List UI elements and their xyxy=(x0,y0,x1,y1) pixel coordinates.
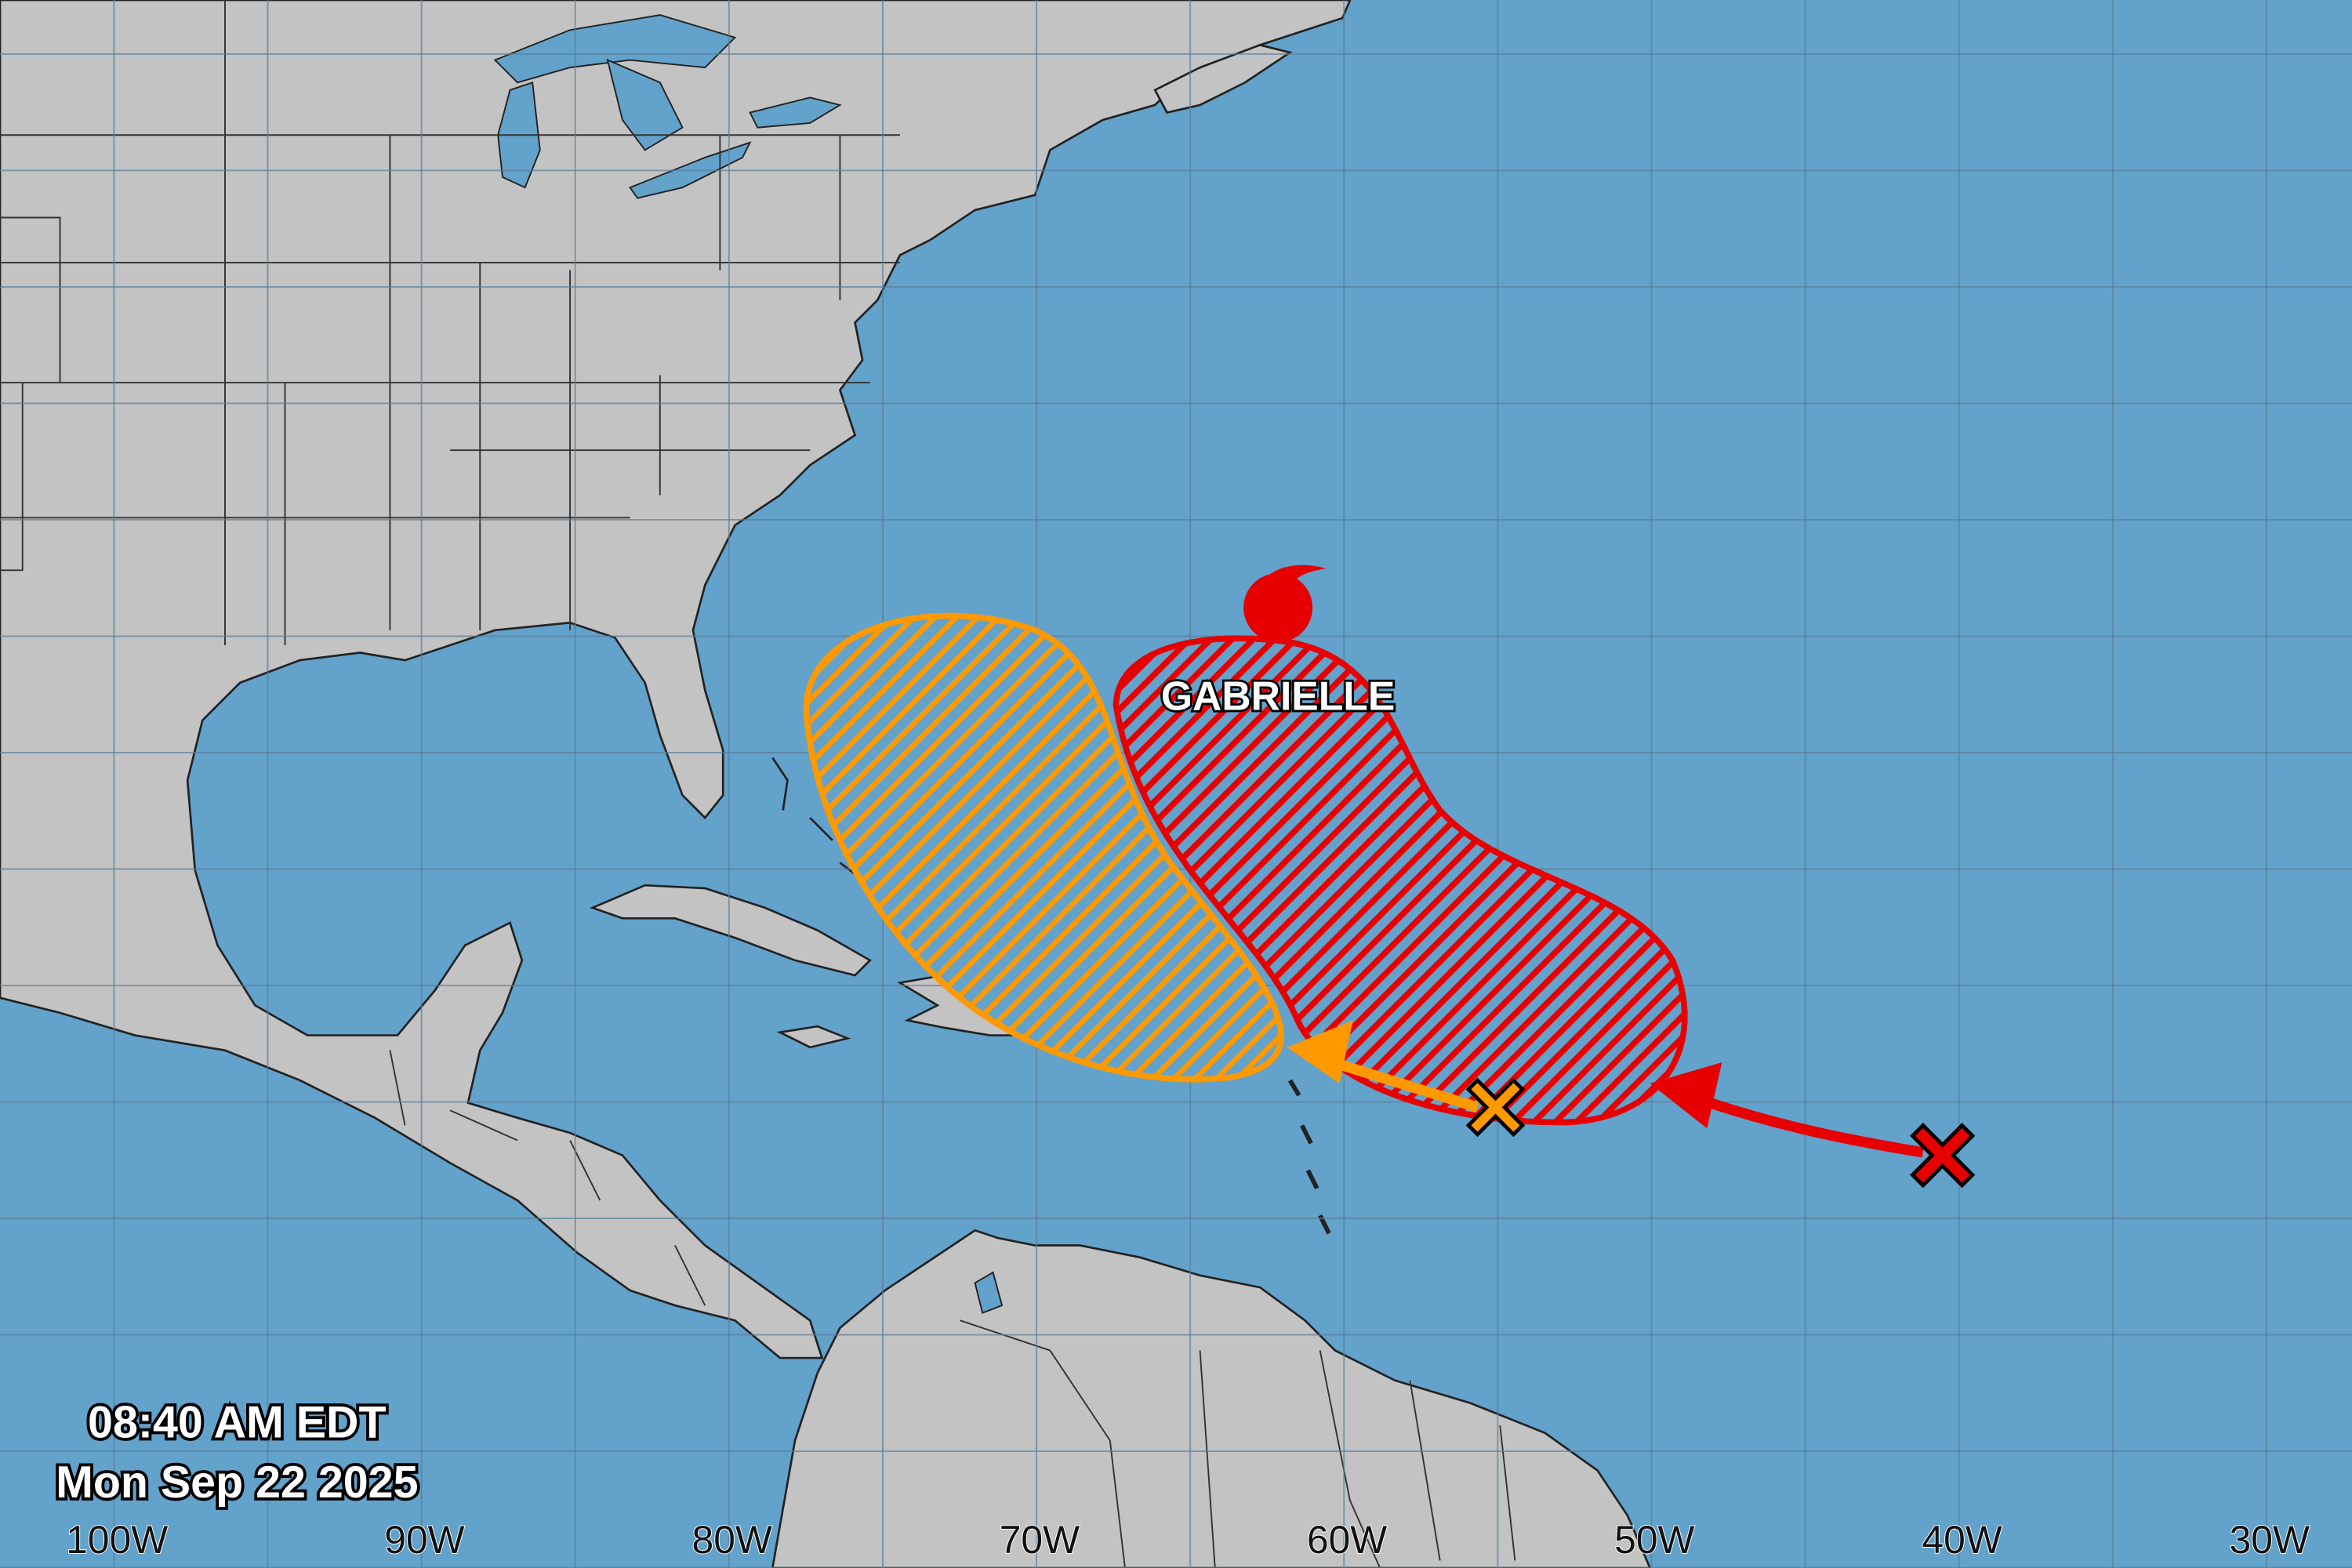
longitude-label: 30W xyxy=(2230,1518,2310,1562)
south-america-borders xyxy=(960,1319,1516,1568)
timestamp-time: 08:40 AM EDT xyxy=(88,1397,387,1447)
timestamp-date: Mon Sep 22 2025 xyxy=(56,1457,418,1508)
orange-outlook-area xyxy=(803,612,1284,1083)
lesser-antilles-islands xyxy=(1287,1079,1331,1235)
lake-ontario xyxy=(749,96,842,129)
longitude-label: 40W xyxy=(1922,1518,2002,1562)
lake-huron xyxy=(606,58,684,151)
orange-track-line xyxy=(1341,1060,1479,1112)
longitude-label: 50W xyxy=(1614,1518,1694,1562)
lake-maracaibo xyxy=(974,1271,1004,1314)
red-track-arrow-icon xyxy=(1650,1062,1722,1129)
state-borders xyxy=(0,0,900,645)
longitude-label: 100W xyxy=(66,1518,168,1562)
nova-scotia-land xyxy=(1153,44,1293,114)
longitude-label: 90W xyxy=(384,1518,464,1562)
longitude-label: 60W xyxy=(1307,1518,1387,1562)
jamaica-island xyxy=(776,1025,851,1049)
hurricane-icon xyxy=(1243,564,1327,643)
longitude-label: 80W xyxy=(692,1518,772,1562)
red-track-line xyxy=(1708,1098,1924,1158)
central-america-borders xyxy=(389,1050,706,1306)
red-outlook-area xyxy=(1112,635,1688,1126)
lake-superior xyxy=(493,14,737,84)
storm-name-label: GABRIELLE xyxy=(1161,673,1395,718)
red-x-marker-icon xyxy=(1910,1123,1976,1189)
cuba-island xyxy=(590,884,872,977)
north-america-land xyxy=(0,0,1352,1359)
orange-track-arrow-icon xyxy=(1287,1020,1353,1083)
orange-x-marker-icon xyxy=(1465,1077,1526,1138)
longitude-labels: 100W 90W 80W 70W 60W 50W 40W 30W xyxy=(65,1517,2310,1563)
longitude-label: 70W xyxy=(1000,1518,1080,1562)
